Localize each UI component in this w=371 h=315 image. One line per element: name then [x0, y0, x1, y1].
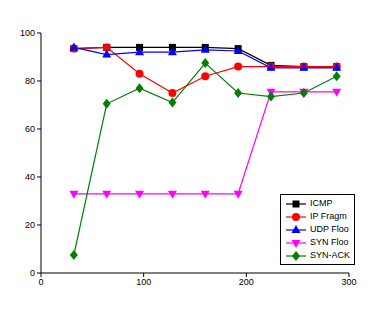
html-text:SYN-ACK: SYN-ACK — [310, 250, 350, 260]
html-text:ICMP: ICMP — [310, 198, 333, 208]
svg-text:60: 60 — [25, 124, 35, 134]
svg-text:300: 300 — [341, 277, 356, 287]
svg-text:40: 40 — [25, 172, 35, 182]
svg-text:80: 80 — [25, 76, 35, 86]
svg-text:200: 200 — [239, 277, 254, 287]
svg-text:20: 20 — [25, 220, 35, 230]
svg-text:0: 0 — [38, 277, 43, 287]
html-text:SYN Floo: SYN Floo — [310, 237, 349, 247]
svg-text:100: 100 — [20, 28, 35, 38]
html-text:UDP Floo: UDP Floo — [310, 224, 349, 234]
html-text:IP Fragm: IP Fragm — [310, 211, 347, 221]
svg-text:100: 100 — [136, 277, 151, 287]
svg-text:0: 0 — [30, 268, 35, 278]
